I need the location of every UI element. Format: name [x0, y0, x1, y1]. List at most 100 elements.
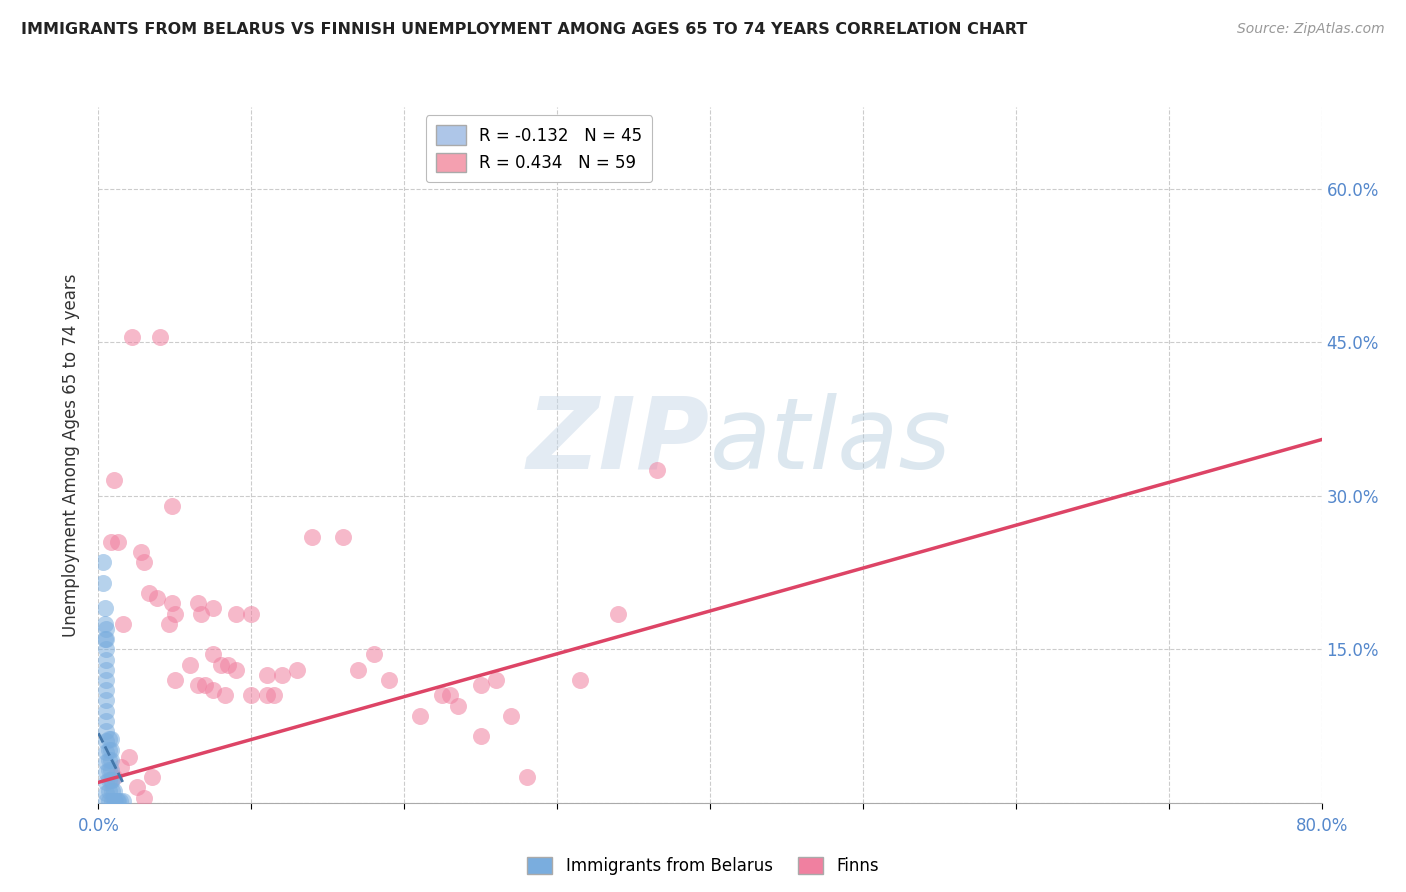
Point	[101, 794, 124, 808]
Point	[121, 330, 143, 344]
Point	[98, 742, 121, 756]
Point	[134, 555, 156, 569]
Point	[347, 663, 370, 677]
Point	[94, 786, 117, 800]
Point	[100, 773, 122, 788]
Point	[569, 673, 592, 687]
Point	[256, 689, 278, 703]
Point	[240, 607, 263, 621]
Point	[94, 673, 117, 687]
Point	[94, 632, 117, 646]
Point	[157, 616, 180, 631]
Point	[94, 755, 117, 769]
Point	[98, 773, 121, 788]
Point	[187, 678, 209, 692]
Point	[160, 596, 183, 610]
Point	[107, 794, 129, 808]
Point	[98, 783, 121, 797]
Point	[94, 704, 117, 718]
Point	[108, 794, 131, 808]
Point	[93, 601, 115, 615]
Point	[94, 765, 117, 780]
Point	[160, 499, 183, 513]
Point	[94, 714, 117, 728]
Point	[447, 698, 470, 713]
Point	[94, 663, 117, 677]
Point	[100, 753, 122, 767]
Point	[408, 708, 430, 723]
Point	[202, 648, 225, 662]
Point	[332, 530, 354, 544]
Point	[94, 775, 117, 789]
Text: ZIP: ZIP	[527, 392, 710, 490]
Point	[105, 794, 128, 808]
Point	[91, 575, 114, 590]
Point	[129, 545, 152, 559]
Point	[94, 642, 117, 657]
Point	[100, 535, 122, 549]
Point	[94, 622, 117, 636]
Point	[93, 632, 115, 646]
Point	[145, 591, 167, 606]
Point	[100, 732, 122, 747]
Text: atlas: atlas	[710, 392, 952, 490]
Point	[225, 663, 247, 677]
Point	[125, 780, 148, 795]
Point	[516, 770, 538, 784]
Point	[100, 763, 122, 777]
Point	[607, 607, 630, 621]
Point	[645, 463, 668, 477]
Y-axis label: Unemployment Among Ages 65 to 74 years: Unemployment Among Ages 65 to 74 years	[62, 273, 80, 637]
Point	[111, 794, 134, 808]
Point	[285, 663, 308, 677]
Point	[485, 673, 508, 687]
Point	[104, 794, 127, 808]
Point	[94, 745, 117, 759]
Point	[98, 763, 121, 777]
Point	[94, 794, 117, 808]
Point	[98, 732, 121, 747]
Point	[217, 657, 239, 672]
Point	[138, 586, 160, 600]
Point	[225, 607, 247, 621]
Point	[501, 708, 523, 723]
Point	[110, 760, 132, 774]
Point	[94, 683, 117, 698]
Point	[103, 794, 125, 808]
Point	[240, 689, 263, 703]
Point	[101, 783, 124, 797]
Point	[470, 678, 492, 692]
Point	[118, 749, 141, 764]
Point	[98, 753, 121, 767]
Legend: R = -0.132   N = 45, R = 0.434   N = 59: R = -0.132 N = 45, R = 0.434 N = 59	[426, 115, 652, 182]
Point	[107, 535, 129, 549]
Legend: Immigrants from Belarus, Finns: Immigrants from Belarus, Finns	[520, 850, 886, 882]
Point	[209, 657, 232, 672]
Point	[163, 607, 186, 621]
Point	[141, 770, 163, 784]
Point	[432, 689, 454, 703]
Point	[94, 734, 117, 748]
Point	[134, 790, 156, 805]
Point	[101, 773, 124, 788]
Point	[94, 693, 117, 707]
Point	[439, 689, 461, 703]
Point	[194, 678, 217, 692]
Point	[103, 783, 125, 797]
Point	[111, 616, 134, 631]
Point	[263, 689, 285, 703]
Point	[179, 657, 201, 672]
Point	[103, 474, 125, 488]
Point	[202, 683, 225, 698]
Point	[103, 770, 125, 784]
Point	[214, 689, 236, 703]
Point	[378, 673, 401, 687]
Point	[93, 616, 115, 631]
Text: IMMIGRANTS FROM BELARUS VS FINNISH UNEMPLOYMENT AMONG AGES 65 TO 74 YEARS CORREL: IMMIGRANTS FROM BELARUS VS FINNISH UNEMP…	[21, 22, 1028, 37]
Point	[256, 668, 278, 682]
Point	[190, 607, 212, 621]
Point	[270, 668, 292, 682]
Point	[187, 596, 209, 610]
Point	[98, 794, 121, 808]
Text: Source: ZipAtlas.com: Source: ZipAtlas.com	[1237, 22, 1385, 37]
